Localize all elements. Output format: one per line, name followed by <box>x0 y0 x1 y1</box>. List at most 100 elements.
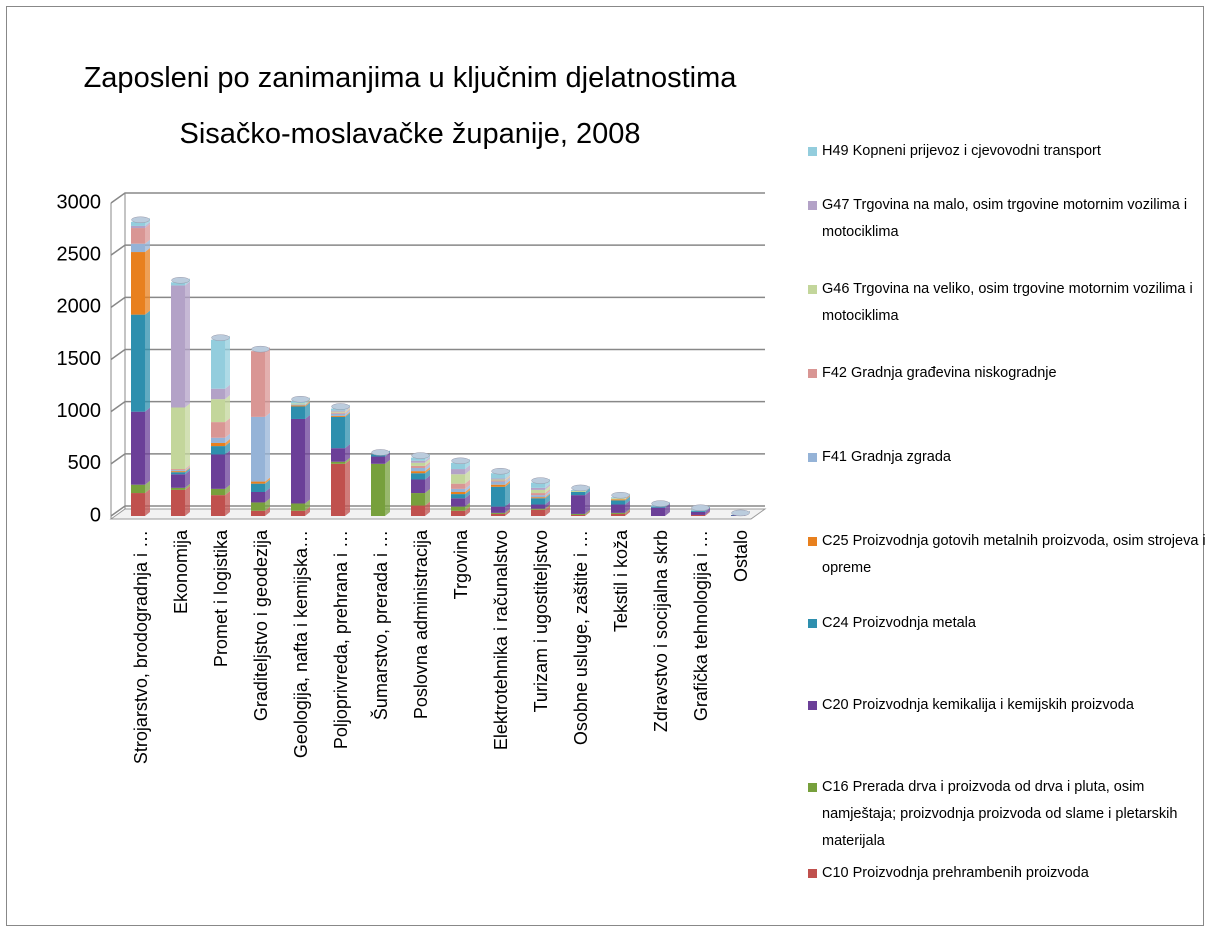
bar-side <box>425 464 430 472</box>
grid-line <box>110 348 765 361</box>
bar-side <box>585 509 590 515</box>
bar-side <box>345 459 350 516</box>
x-tick-label: Geologija, nafta i kemijska… <box>291 530 311 758</box>
bar-segment <box>531 482 545 488</box>
bar-side <box>385 452 390 464</box>
bar-side <box>225 433 230 443</box>
bar-segment <box>291 406 305 419</box>
bar-segment <box>531 498 545 505</box>
bar-segment <box>411 479 425 494</box>
bar-top <box>211 334 230 341</box>
bar-segment <box>451 462 465 470</box>
bar-side <box>185 466 190 472</box>
bar-segment <box>171 282 185 286</box>
bar-segment <box>451 494 465 499</box>
bar-segment <box>451 510 465 516</box>
bar-top <box>651 500 670 507</box>
bar-side <box>145 224 150 244</box>
legend-entry: C20 Proizvodnja kemikalija i kemijskih p… <box>806 692 1206 719</box>
bar-side <box>545 505 550 516</box>
grid-line <box>110 296 765 308</box>
bar-side <box>225 442 230 455</box>
bar-segment <box>451 506 465 511</box>
bar-side <box>425 467 430 474</box>
bar-segment <box>531 497 545 499</box>
bar-segment <box>331 410 345 412</box>
bar-side <box>145 310 150 412</box>
bar-side <box>265 479 270 493</box>
frame <box>6 6 1204 926</box>
bar-side <box>225 438 230 447</box>
bar-segment <box>171 472 185 475</box>
legend-entry: C16 Prerada drva i proizvoda od drva i p… <box>806 774 1206 855</box>
bar-side <box>145 248 150 315</box>
bar-side <box>225 491 230 516</box>
bar-segment <box>171 285 185 408</box>
bar-side <box>505 476 510 482</box>
legend-swatch <box>808 453 817 462</box>
legend-swatch <box>808 201 817 210</box>
bar-segment <box>131 243 145 253</box>
bar-segment <box>211 454 225 489</box>
legend-entry: C24 Proizvodnja metala <box>806 610 1206 637</box>
bar-segment <box>331 448 345 462</box>
bar-segment <box>251 483 265 493</box>
bar-side <box>145 239 150 253</box>
bar-side <box>505 477 510 485</box>
x-tick-label: Trgovina <box>451 529 471 599</box>
bar-segment <box>331 463 345 516</box>
bar-segment <box>691 510 705 512</box>
bar-segment <box>571 492 585 496</box>
bar-segment <box>611 500 625 505</box>
bar-side <box>225 484 230 496</box>
bar-side <box>465 494 470 507</box>
legend-label: F42 Gradnja građevina niskogradnje <box>822 365 1057 381</box>
bar-segment <box>131 411 145 485</box>
bar-segment <box>611 498 625 500</box>
legend-swatch <box>808 147 817 156</box>
bar-side <box>465 506 470 516</box>
bar-top <box>251 345 270 353</box>
bar-side <box>345 412 350 449</box>
bar-segment <box>331 416 345 449</box>
bar-segment <box>491 512 505 514</box>
bar-side <box>345 409 350 416</box>
bar-top <box>571 484 590 492</box>
legend-label: C16 Prerada drva i proizvoda od drva i p… <box>822 779 1178 849</box>
bar-side <box>345 444 350 462</box>
bar-side <box>705 507 710 515</box>
bar-segment <box>531 495 545 498</box>
bar-segment <box>451 488 465 493</box>
bar-segment <box>251 502 265 511</box>
bar-side <box>225 335 230 389</box>
bar-top <box>691 504 710 511</box>
chart-title: Zaposleni po zanimanjima u ključnim djel… <box>83 62 737 150</box>
bar-side <box>505 474 510 480</box>
bar-segment <box>131 314 145 412</box>
x-tick-label: Ekonomija <box>171 529 191 614</box>
bar-segment <box>411 462 425 466</box>
bar-segment <box>411 473 425 480</box>
y-tick-label: 1000 <box>57 400 102 422</box>
bar-segment <box>291 510 305 516</box>
bar-segment <box>211 437 225 443</box>
bar-top <box>531 477 550 484</box>
y-tick-label: 0 <box>90 504 101 526</box>
bar-side <box>585 491 590 514</box>
bar-segment <box>491 513 505 516</box>
bar-segment <box>531 493 545 496</box>
legend-entry: C10 Proizvodnja prehrambenih proizvoda <box>806 860 1206 887</box>
x-tick-label: Osobne usluge, zaštite i … <box>571 530 591 745</box>
legend-entry: G47 Trgovina na malo, osim trgovine moto… <box>806 192 1206 246</box>
bar-side <box>185 403 190 470</box>
bar-segment <box>331 415 345 417</box>
bar-side <box>465 479 470 489</box>
grid-line <box>110 400 765 413</box>
bar-top <box>731 509 750 517</box>
bar-segment <box>171 471 185 473</box>
bar-segment <box>171 407 185 470</box>
bar-segment <box>411 460 425 463</box>
legend-label: C24 Proizvodnja metala <box>822 615 976 631</box>
legend-label: C25 Proizvodnja gotovih metalnih proizvo… <box>822 533 1206 576</box>
